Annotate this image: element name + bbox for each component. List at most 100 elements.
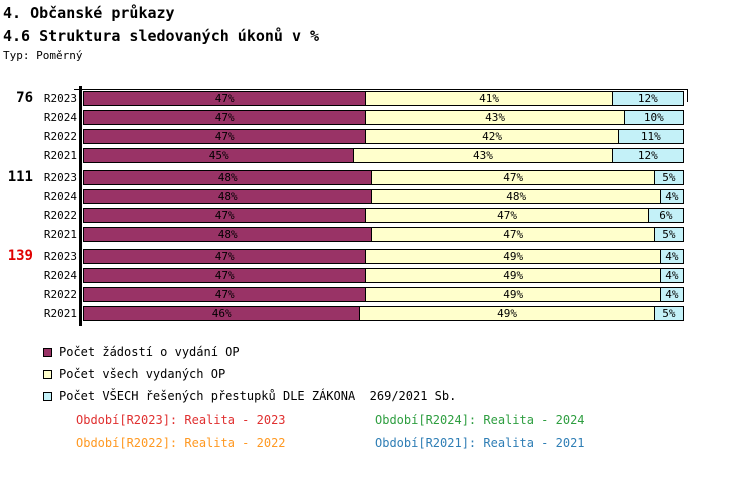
- legend-label: Počet všech vydaných OP: [59, 367, 226, 381]
- bar-group: 111 R2023 48% 47% 5% R2024 48% 48% 4% R2022 47% 47%…: [0, 170, 686, 242]
- group-count-label: [0, 148, 33, 163]
- chart-type-label: Typ: Poměrný: [3, 49, 83, 62]
- legend-swatch-icon: [43, 369, 52, 379]
- stacked-bar: 46% 49% 5%: [83, 306, 686, 321]
- period-footnote: Období[R2021]: Realita - 2021: [375, 436, 585, 450]
- stacked-bar: 48% 47% 5%: [83, 170, 686, 185]
- stacked-bar: 45% 43% 12%: [83, 148, 686, 163]
- bar-segment: 10%: [623, 110, 684, 125]
- bar-segment: 11%: [617, 129, 684, 144]
- bar-segment: 5%: [653, 170, 684, 185]
- bar-segment: 42%: [365, 129, 619, 144]
- stacked-bar: 47% 49% 4%: [83, 287, 686, 302]
- legend-item: Počet všech vydaných OP: [43, 367, 456, 381]
- bar-segment: 47%: [365, 208, 649, 223]
- bar-segment: 47%: [371, 227, 655, 242]
- bar-segment: 48%: [371, 189, 661, 204]
- bar-row: 76 R2023 47% 41% 12%: [0, 91, 686, 106]
- bar-segment: 48%: [83, 170, 373, 185]
- stacked-bar: 47% 43% 10%: [83, 110, 686, 125]
- stacked-bar: 47% 42% 11%: [83, 129, 686, 144]
- bar-row: R2022 47% 49% 4%: [0, 287, 686, 302]
- period-label: R2021: [43, 307, 77, 320]
- period-label: R2022: [43, 209, 77, 222]
- group-count-label: [0, 306, 33, 321]
- bar-segment: 4%: [659, 249, 684, 264]
- bar-group: 139 R2023 47% 49% 4% R2024 47% 49% 4% R2022 47% 49%…: [0, 249, 686, 321]
- bar-segment: 12%: [611, 148, 684, 163]
- bar-segment: 48%: [83, 227, 373, 242]
- legend-swatch-icon: [43, 391, 52, 401]
- bar-row: R2021 45% 43% 12%: [0, 148, 686, 163]
- bar-segment: 47%: [83, 249, 367, 264]
- group-count-label: [0, 110, 33, 125]
- legend-swatch-icon: [43, 347, 52, 357]
- chart-legend: Počet žádostí o vydání OP Počet všech vyd…: [43, 345, 457, 412]
- period-label: R2024: [43, 269, 77, 282]
- bar-segment: 47%: [83, 129, 367, 144]
- group-count-label: [0, 268, 33, 283]
- bar-segment: 45%: [83, 148, 355, 163]
- bar-row: R2021 48% 47% 5%: [0, 227, 686, 242]
- period-label: R2024: [43, 190, 77, 203]
- group-count-label: 139: [7, 248, 33, 264]
- bar-row: 139 R2023 47% 49% 4%: [0, 249, 686, 264]
- bar-segment: 12%: [611, 91, 684, 106]
- bar-row: R2022 47% 47% 6%: [0, 208, 686, 223]
- bar-segment: 4%: [659, 189, 684, 204]
- group-count-label: 111: [7, 169, 33, 185]
- bar-segment: 49%: [365, 287, 661, 302]
- period-label: R2023: [43, 250, 77, 263]
- bar-row: 111 R2023 48% 47% 5%: [0, 170, 686, 185]
- bar-segment: 6%: [647, 208, 684, 223]
- group-count-label: [0, 129, 33, 144]
- period-label: R2023: [43, 92, 77, 105]
- period-footnotes: Období[R2023]: Realita - 2023 Období[R202…: [76, 413, 585, 450]
- period-footnote: Období[R2023]: Realita - 2023: [76, 413, 286, 427]
- bar-segment: 47%: [83, 208, 367, 223]
- period-footnote: Období[R2022]: Realita - 2022: [76, 436, 286, 450]
- bar-segment: 4%: [659, 268, 684, 283]
- period-footnote: Období[R2024]: Realita - 2024: [375, 413, 585, 427]
- bar-row: R2022 47% 42% 11%: [0, 129, 686, 144]
- stacked-bar: 47% 41% 12%: [83, 91, 686, 106]
- chart-title: 4.6 Struktura sledovaných úkonů v %: [3, 27, 320, 45]
- stacked-bar: 47% 49% 4%: [83, 268, 686, 283]
- group-count-label: [0, 227, 33, 242]
- bar-segment: 49%: [365, 249, 661, 264]
- period-label: R2021: [43, 228, 77, 241]
- bar-segment: 5%: [653, 227, 684, 242]
- legend-label: Počet VŠECH řešených přestupků DLE ZÁKON…: [59, 389, 457, 403]
- stacked-bar: 48% 47% 5%: [83, 227, 686, 242]
- bar-segment: 49%: [359, 306, 655, 321]
- bar-segment: 43%: [365, 110, 625, 125]
- legend-item: Počet žádostí o vydání OP: [43, 345, 456, 359]
- stacked-bar: 47% 49% 4%: [83, 249, 686, 264]
- legend-item: Počet VŠECH řešených přestupků DLE ZÁKON…: [43, 389, 457, 403]
- bar-segment: 5%: [653, 306, 684, 321]
- axis-100-percent-tick: [687, 89, 688, 102]
- report-section-title: 4. Občanské průkazy: [3, 4, 175, 22]
- bar-segment: 4%: [659, 287, 684, 302]
- group-count-label: [0, 208, 33, 223]
- bar-group: 76 R2023 47% 41% 12% R2024 47% 43% 10% R2022 47% 42…: [0, 91, 686, 163]
- bar-segment: 49%: [365, 268, 661, 283]
- chart-plot-area: 76 R2023 47% 41% 12% R2024 47% 43% 10% R2022 47% 42…: [0, 91, 686, 328]
- legend-label: Počet žádostí o vydání OP: [59, 345, 240, 359]
- period-label: R2024: [43, 111, 77, 124]
- bar-row: R2024 48% 48% 4%: [0, 189, 686, 204]
- y-axis-line: [79, 86, 82, 326]
- period-label: R2023: [43, 171, 77, 184]
- stacked-bar: 47% 47% 6%: [83, 208, 686, 223]
- top-axis-line: [74, 89, 688, 90]
- stacked-bar: 48% 48% 4%: [83, 189, 686, 204]
- bar-segment: 48%: [83, 189, 373, 204]
- bar-row: R2024 47% 43% 10%: [0, 110, 686, 125]
- group-count-label: [0, 287, 33, 302]
- period-label: R2021: [43, 149, 77, 162]
- period-label: R2022: [43, 288, 77, 301]
- group-count-label: [0, 189, 33, 204]
- bar-segment: 43%: [353, 148, 613, 163]
- bar-segment: 47%: [83, 110, 367, 125]
